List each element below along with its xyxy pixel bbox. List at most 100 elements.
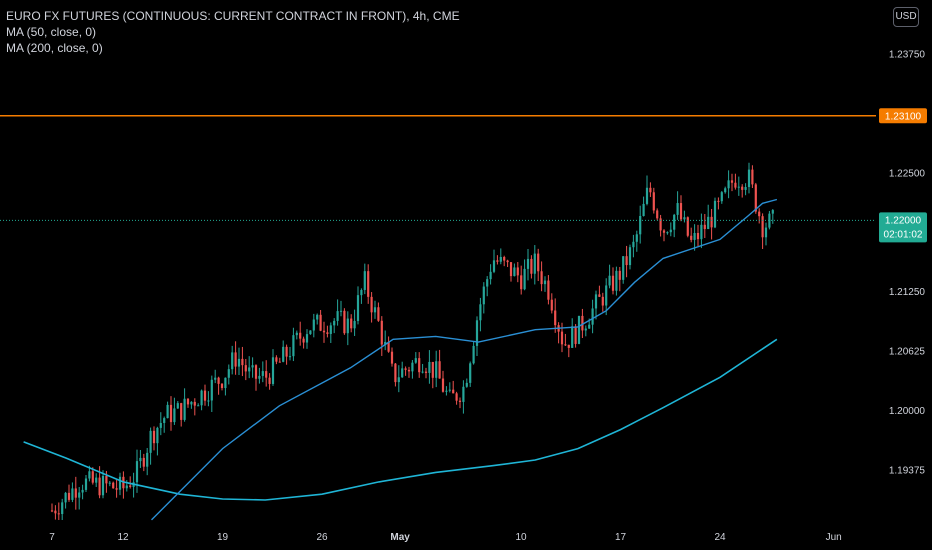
candle-body bbox=[258, 375, 261, 379]
candle-body bbox=[523, 268, 526, 290]
candle-body bbox=[305, 334, 309, 343]
candle-body bbox=[724, 188, 727, 193]
candle-body bbox=[662, 230, 666, 233]
candle-body bbox=[622, 256, 625, 280]
price-tick-label: 1.20000 bbox=[889, 406, 926, 417]
candle-body bbox=[611, 275, 615, 291]
price-axis[interactable]: 1.23750 1.22500 1.21250 1.20625 1.20000 1.193… bbox=[889, 50, 926, 477]
time-tick-label: 24 bbox=[714, 532, 726, 543]
candle-body bbox=[588, 324, 591, 329]
candle-body bbox=[387, 341, 390, 352]
candle-body bbox=[169, 404, 173, 423]
bar-countdown-label: 02:01:02 bbox=[884, 229, 923, 240]
candle-body bbox=[350, 318, 353, 329]
ma50-legend[interactable]: MA (50, close, 0) bbox=[6, 25, 97, 39]
candle-body bbox=[486, 279, 489, 287]
time-axis[interactable]: 7 12 19 26 May 10 17 24 Jun bbox=[49, 532, 842, 543]
candle-body bbox=[343, 310, 346, 334]
candle-body bbox=[316, 314, 319, 320]
candle-body bbox=[530, 258, 533, 274]
candle-body bbox=[129, 485, 132, 487]
candle-body bbox=[101, 475, 105, 496]
price-tick-label: 1.21250 bbox=[889, 287, 926, 298]
candle-body bbox=[78, 492, 81, 498]
candle-body bbox=[295, 332, 298, 336]
candle-body bbox=[159, 422, 162, 428]
candle-body bbox=[754, 184, 757, 212]
candle-body bbox=[560, 331, 564, 345]
candle-body bbox=[241, 358, 244, 366]
candle-body bbox=[713, 200, 717, 228]
candle-body bbox=[74, 488, 77, 498]
candle-body bbox=[333, 320, 336, 326]
candle-body bbox=[635, 234, 638, 242]
candle-body bbox=[193, 401, 196, 406]
candle-body bbox=[166, 404, 169, 419]
candle-body bbox=[197, 405, 200, 407]
candle-body bbox=[608, 275, 611, 286]
candle-body bbox=[445, 390, 448, 392]
candle-body bbox=[571, 326, 574, 348]
candle-body bbox=[503, 256, 506, 261]
candle-body bbox=[594, 294, 598, 309]
candle-body bbox=[217, 377, 220, 384]
symbol-title[interactable]: EURO FX FUTURES (CONTINUOUS: CURRENT CON… bbox=[6, 9, 460, 23]
candle-body bbox=[414, 358, 417, 363]
candle-body bbox=[741, 186, 744, 190]
candle-body bbox=[346, 318, 349, 334]
ma50-line bbox=[151, 198, 778, 521]
currency-button[interactable]: USD bbox=[893, 7, 919, 27]
time-tick-label: May bbox=[390, 532, 410, 543]
candle-body bbox=[411, 362, 414, 372]
candle-body bbox=[88, 471, 91, 479]
candle-body bbox=[152, 430, 156, 444]
candle-body bbox=[547, 280, 550, 300]
candle-body bbox=[482, 286, 485, 305]
candle-body bbox=[214, 377, 217, 380]
candle-body bbox=[84, 478, 88, 490]
candle-body bbox=[112, 482, 115, 489]
candle-body bbox=[584, 328, 587, 331]
candle-body bbox=[401, 368, 404, 378]
candle-body bbox=[533, 253, 536, 274]
candle-body bbox=[506, 260, 509, 263]
candle-body bbox=[492, 260, 496, 272]
candle-body bbox=[173, 408, 176, 423]
candle-body bbox=[377, 307, 380, 321]
price-tick-label: 1.20625 bbox=[889, 347, 926, 358]
horizontal-level-price-tag: 1.23100 bbox=[879, 108, 927, 124]
candle-body bbox=[139, 457, 142, 462]
candle-body bbox=[312, 319, 315, 331]
candle-body bbox=[618, 270, 621, 280]
candle-body bbox=[224, 377, 227, 389]
candle-body bbox=[108, 482, 111, 484]
candle-body bbox=[299, 332, 302, 339]
candle-body bbox=[190, 401, 193, 405]
candle-body bbox=[475, 320, 479, 346]
candle-body bbox=[360, 289, 363, 296]
candle-body bbox=[581, 315, 584, 331]
candle-body bbox=[285, 346, 288, 357]
candle-body bbox=[632, 241, 635, 248]
time-tick-label: 17 bbox=[615, 532, 627, 543]
time-tick-label: 19 bbox=[217, 532, 229, 543]
candle-body bbox=[319, 314, 322, 331]
candle-body bbox=[149, 430, 152, 453]
candle-body bbox=[448, 389, 451, 391]
candle-body bbox=[683, 217, 686, 220]
candle-body bbox=[244, 365, 247, 372]
candle-body bbox=[730, 180, 734, 183]
candle-body bbox=[513, 267, 516, 277]
candle-body bbox=[703, 224, 706, 230]
ma200-line bbox=[23, 338, 778, 501]
candle-body bbox=[98, 477, 101, 496]
ma200-legend[interactable]: MA (200, close, 0) bbox=[6, 41, 103, 55]
candle-body bbox=[768, 213, 771, 228]
candle-body bbox=[465, 382, 468, 387]
price-tick-label: 1.19375 bbox=[889, 466, 926, 477]
candle-body bbox=[717, 200, 720, 202]
candle-body bbox=[469, 363, 472, 383]
candle-body bbox=[509, 262, 513, 277]
candle-body bbox=[424, 371, 428, 373]
